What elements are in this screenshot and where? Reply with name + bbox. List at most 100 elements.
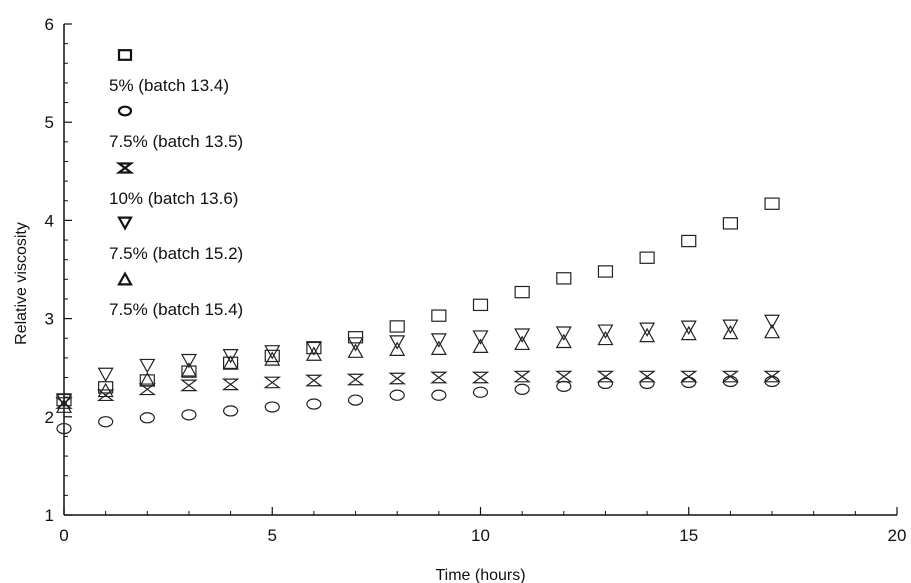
y-tick-label: 2 bbox=[45, 408, 54, 427]
data-point bbox=[472, 386, 489, 398]
data-point bbox=[430, 371, 448, 384]
y-tick-label: 3 bbox=[45, 310, 54, 329]
data-point bbox=[722, 324, 739, 340]
data-point bbox=[431, 309, 447, 322]
legend-entry: 5% (batch 13.4) bbox=[109, 49, 229, 95]
data-point bbox=[514, 285, 530, 299]
data-point bbox=[555, 370, 573, 383]
data-point bbox=[513, 370, 531, 383]
data-point bbox=[430, 340, 447, 355]
axes: 1 2 3 4 5 6 0 5 10 15 20 bbox=[45, 15, 907, 545]
data-point bbox=[96, 389, 115, 402]
legend-entry: 7.5% (batch 13.5) bbox=[109, 105, 243, 151]
data-point bbox=[431, 389, 447, 401]
data-point bbox=[138, 383, 157, 396]
legend-marker-bowtie-icon bbox=[115, 162, 135, 174]
data-point bbox=[638, 370, 656, 383]
data-point bbox=[347, 343, 364, 358]
data-point bbox=[472, 338, 489, 353]
data-point bbox=[556, 272, 572, 285]
data-point bbox=[305, 341, 322, 356]
data-point bbox=[222, 349, 239, 364]
legend-marker-circle-icon bbox=[117, 105, 133, 117]
data-point bbox=[389, 320, 405, 333]
data-point bbox=[139, 358, 156, 374]
data-point bbox=[55, 398, 73, 413]
data-point bbox=[389, 341, 406, 356]
data-point bbox=[681, 376, 697, 389]
data-point bbox=[722, 319, 739, 334]
data-point bbox=[347, 337, 364, 352]
legend-marker-triangle-down-icon bbox=[117, 216, 133, 231]
data-point bbox=[722, 217, 739, 230]
legend-marker-triangle-up-icon bbox=[117, 271, 133, 286]
data-point bbox=[306, 398, 322, 410]
data-point bbox=[139, 412, 155, 424]
legend-entry: 10% (batch 13.6) bbox=[109, 162, 238, 208]
data-point bbox=[597, 265, 614, 278]
data-point bbox=[97, 367, 114, 383]
x-tick-label: 5 bbox=[268, 526, 277, 545]
x-tick-label: 0 bbox=[59, 526, 68, 545]
data-point bbox=[597, 377, 614, 390]
y-axis-title: Relative viscosity bbox=[13, 222, 30, 345]
data-point bbox=[264, 351, 281, 366]
data-point bbox=[347, 394, 364, 406]
data-point bbox=[221, 378, 240, 391]
data-point bbox=[514, 328, 531, 343]
data-point bbox=[639, 327, 656, 343]
data-point bbox=[388, 372, 406, 385]
data-point bbox=[389, 335, 406, 350]
legend-entry: 7.5% (batch 15.2) bbox=[109, 216, 243, 263]
data-point bbox=[55, 393, 73, 408]
data-point bbox=[56, 422, 72, 435]
data-point bbox=[389, 389, 405, 401]
data-point bbox=[305, 346, 322, 361]
x-axis-title: Time (hours) bbox=[435, 567, 525, 583]
x-tick-label: 15 bbox=[679, 526, 698, 545]
x-tick-label: 10 bbox=[471, 526, 490, 545]
data-point bbox=[180, 353, 197, 369]
data-point bbox=[222, 355, 239, 370]
legend-label: 10% (batch 13.6) bbox=[109, 189, 238, 208]
data-point bbox=[472, 330, 489, 345]
series-bowtie bbox=[55, 370, 781, 409]
legend-marker-square-icon bbox=[117, 49, 133, 61]
x-tick-label: 20 bbox=[888, 526, 907, 545]
y-tick-label: 4 bbox=[45, 211, 54, 230]
data-point bbox=[98, 416, 114, 428]
data-point bbox=[514, 335, 531, 351]
data-point bbox=[556, 380, 572, 392]
series-circle bbox=[56, 375, 780, 435]
data-point bbox=[555, 326, 572, 341]
data-marks bbox=[55, 197, 781, 435]
series-square bbox=[56, 197, 780, 407]
data-point bbox=[680, 320, 697, 335]
y-tick-label: 1 bbox=[45, 506, 54, 525]
data-point bbox=[639, 322, 656, 337]
data-point bbox=[596, 370, 615, 383]
data-point bbox=[346, 373, 365, 386]
data-point bbox=[471, 371, 490, 384]
legend-label: 5% (batch 13.4) bbox=[109, 76, 229, 95]
data-point bbox=[264, 401, 280, 413]
data-point bbox=[639, 377, 655, 390]
data-point bbox=[264, 345, 281, 360]
data-point bbox=[555, 333, 572, 349]
y-tick-label: 5 bbox=[45, 113, 54, 132]
data-point bbox=[180, 362, 197, 377]
series-triangle-down bbox=[55, 314, 781, 408]
data-point bbox=[180, 379, 198, 392]
data-point bbox=[639, 251, 655, 264]
data-point bbox=[764, 197, 780, 210]
legend-label: 7.5% (batch 15.4) bbox=[109, 300, 243, 319]
legend-label: 7.5% (batch 15.2) bbox=[109, 244, 243, 263]
data-point bbox=[680, 325, 697, 341]
data-point bbox=[681, 234, 697, 248]
data-point bbox=[679, 370, 698, 383]
data-point bbox=[472, 298, 489, 312]
data-point bbox=[97, 382, 114, 398]
data-point bbox=[597, 324, 614, 339]
data-point bbox=[764, 314, 781, 330]
